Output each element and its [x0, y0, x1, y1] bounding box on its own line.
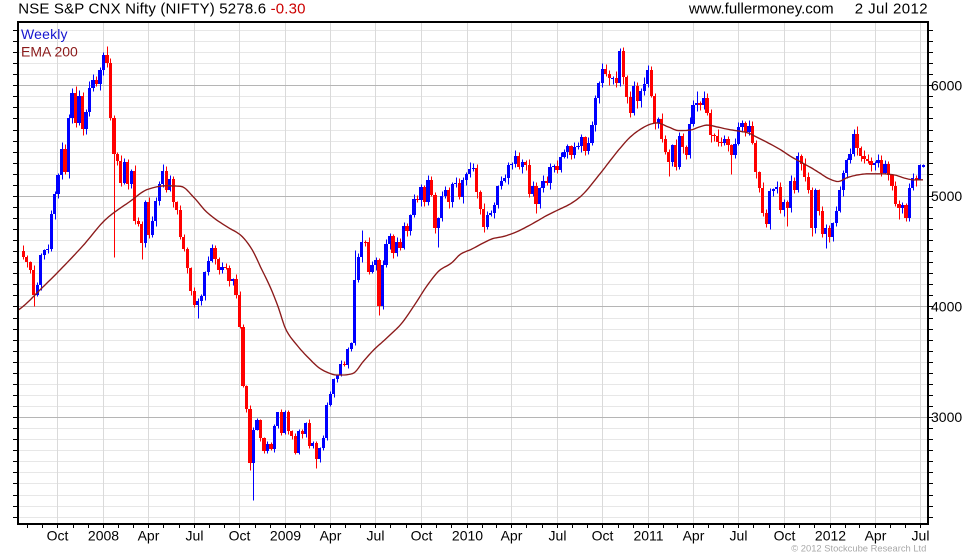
svg-text:Oct: Oct: [774, 528, 796, 544]
svg-text:EMA 200: EMA 200: [21, 44, 78, 60]
svg-text:Apr: Apr: [138, 528, 160, 544]
svg-text:www.fullermoney.com: www.fullermoney.com: [688, 1, 834, 18]
svg-text:2012: 2012: [815, 528, 846, 544]
svg-text:Jul: Jul: [730, 528, 748, 544]
svg-text:4000: 4000: [931, 299, 962, 315]
svg-text:Apr: Apr: [320, 528, 342, 544]
svg-text:Apr: Apr: [683, 528, 705, 544]
svg-text:2011: 2011: [633, 528, 663, 544]
svg-text:Oct: Oct: [229, 528, 251, 544]
svg-text:3000: 3000: [931, 409, 962, 425]
svg-text:Jul: Jul: [912, 528, 930, 544]
svg-text:5000: 5000: [931, 188, 962, 204]
svg-text:Apr: Apr: [501, 528, 523, 544]
svg-text:Oct: Oct: [592, 528, 614, 544]
svg-text:© 2012 Stockcube Research Ltd: © 2012 Stockcube Research Ltd: [791, 543, 926, 554]
svg-text:2 Jul 2012: 2 Jul 2012: [855, 1, 928, 18]
svg-text:2008: 2008: [88, 528, 119, 544]
svg-text:Weekly: Weekly: [21, 26, 68, 42]
svg-text:6000: 6000: [931, 77, 962, 93]
svg-text:2009: 2009: [270, 528, 301, 544]
svg-text:Jul: Jul: [367, 528, 385, 544]
svg-text:Oct: Oct: [411, 528, 433, 544]
svg-text:Jul: Jul: [186, 528, 204, 544]
svg-text:Oct: Oct: [47, 528, 69, 544]
svg-text:Jul: Jul: [549, 528, 567, 544]
svg-text:Apr: Apr: [865, 528, 887, 544]
svg-text:NSE S&P CNX Nifty (NIFTY) 5278: NSE S&P CNX Nifty (NIFTY) 5278.6 -0.30: [18, 1, 306, 18]
svg-text:2010: 2010: [452, 528, 483, 544]
